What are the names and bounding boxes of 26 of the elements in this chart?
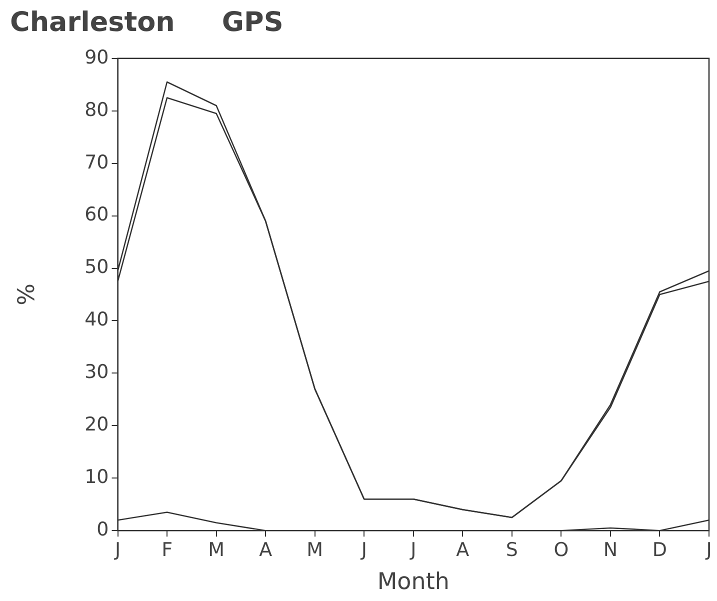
y-tick-label: 80: [84, 98, 109, 121]
y-tick-label: 30: [84, 361, 109, 384]
x-tick-label: M: [306, 538, 324, 561]
y-tick-label: 60: [84, 204, 109, 226]
x-tick-label: J: [114, 538, 121, 561]
x-tick-label: S: [506, 538, 518, 561]
chart-title: Charleston GPS: [10, 7, 284, 38]
y-tick-label: 90: [84, 46, 109, 68]
x-tick-label: N: [603, 538, 618, 561]
x-tick-label: J: [410, 538, 416, 561]
y-tick-label: 0: [96, 518, 109, 541]
x-tick-label: J: [705, 538, 712, 561]
x-tick-label: J: [360, 538, 367, 561]
y-tick-label: 40: [84, 308, 109, 331]
x-tick-label: D: [652, 538, 668, 561]
x-tick-label: M: [208, 538, 225, 561]
x-tick-label: F: [162, 538, 173, 561]
y-tick-label: 50: [84, 256, 109, 278]
y-tick-label: 70: [84, 151, 109, 174]
y-axis-title: %: [14, 284, 40, 306]
x-tick-label: A: [259, 538, 272, 561]
y-tick-label: 10: [84, 466, 109, 488]
x-tick-label: O: [554, 538, 569, 561]
y-tick-label: 20: [84, 414, 109, 436]
x-tick-label: A: [456, 538, 470, 561]
x-axis-title: Month: [377, 569, 450, 596]
